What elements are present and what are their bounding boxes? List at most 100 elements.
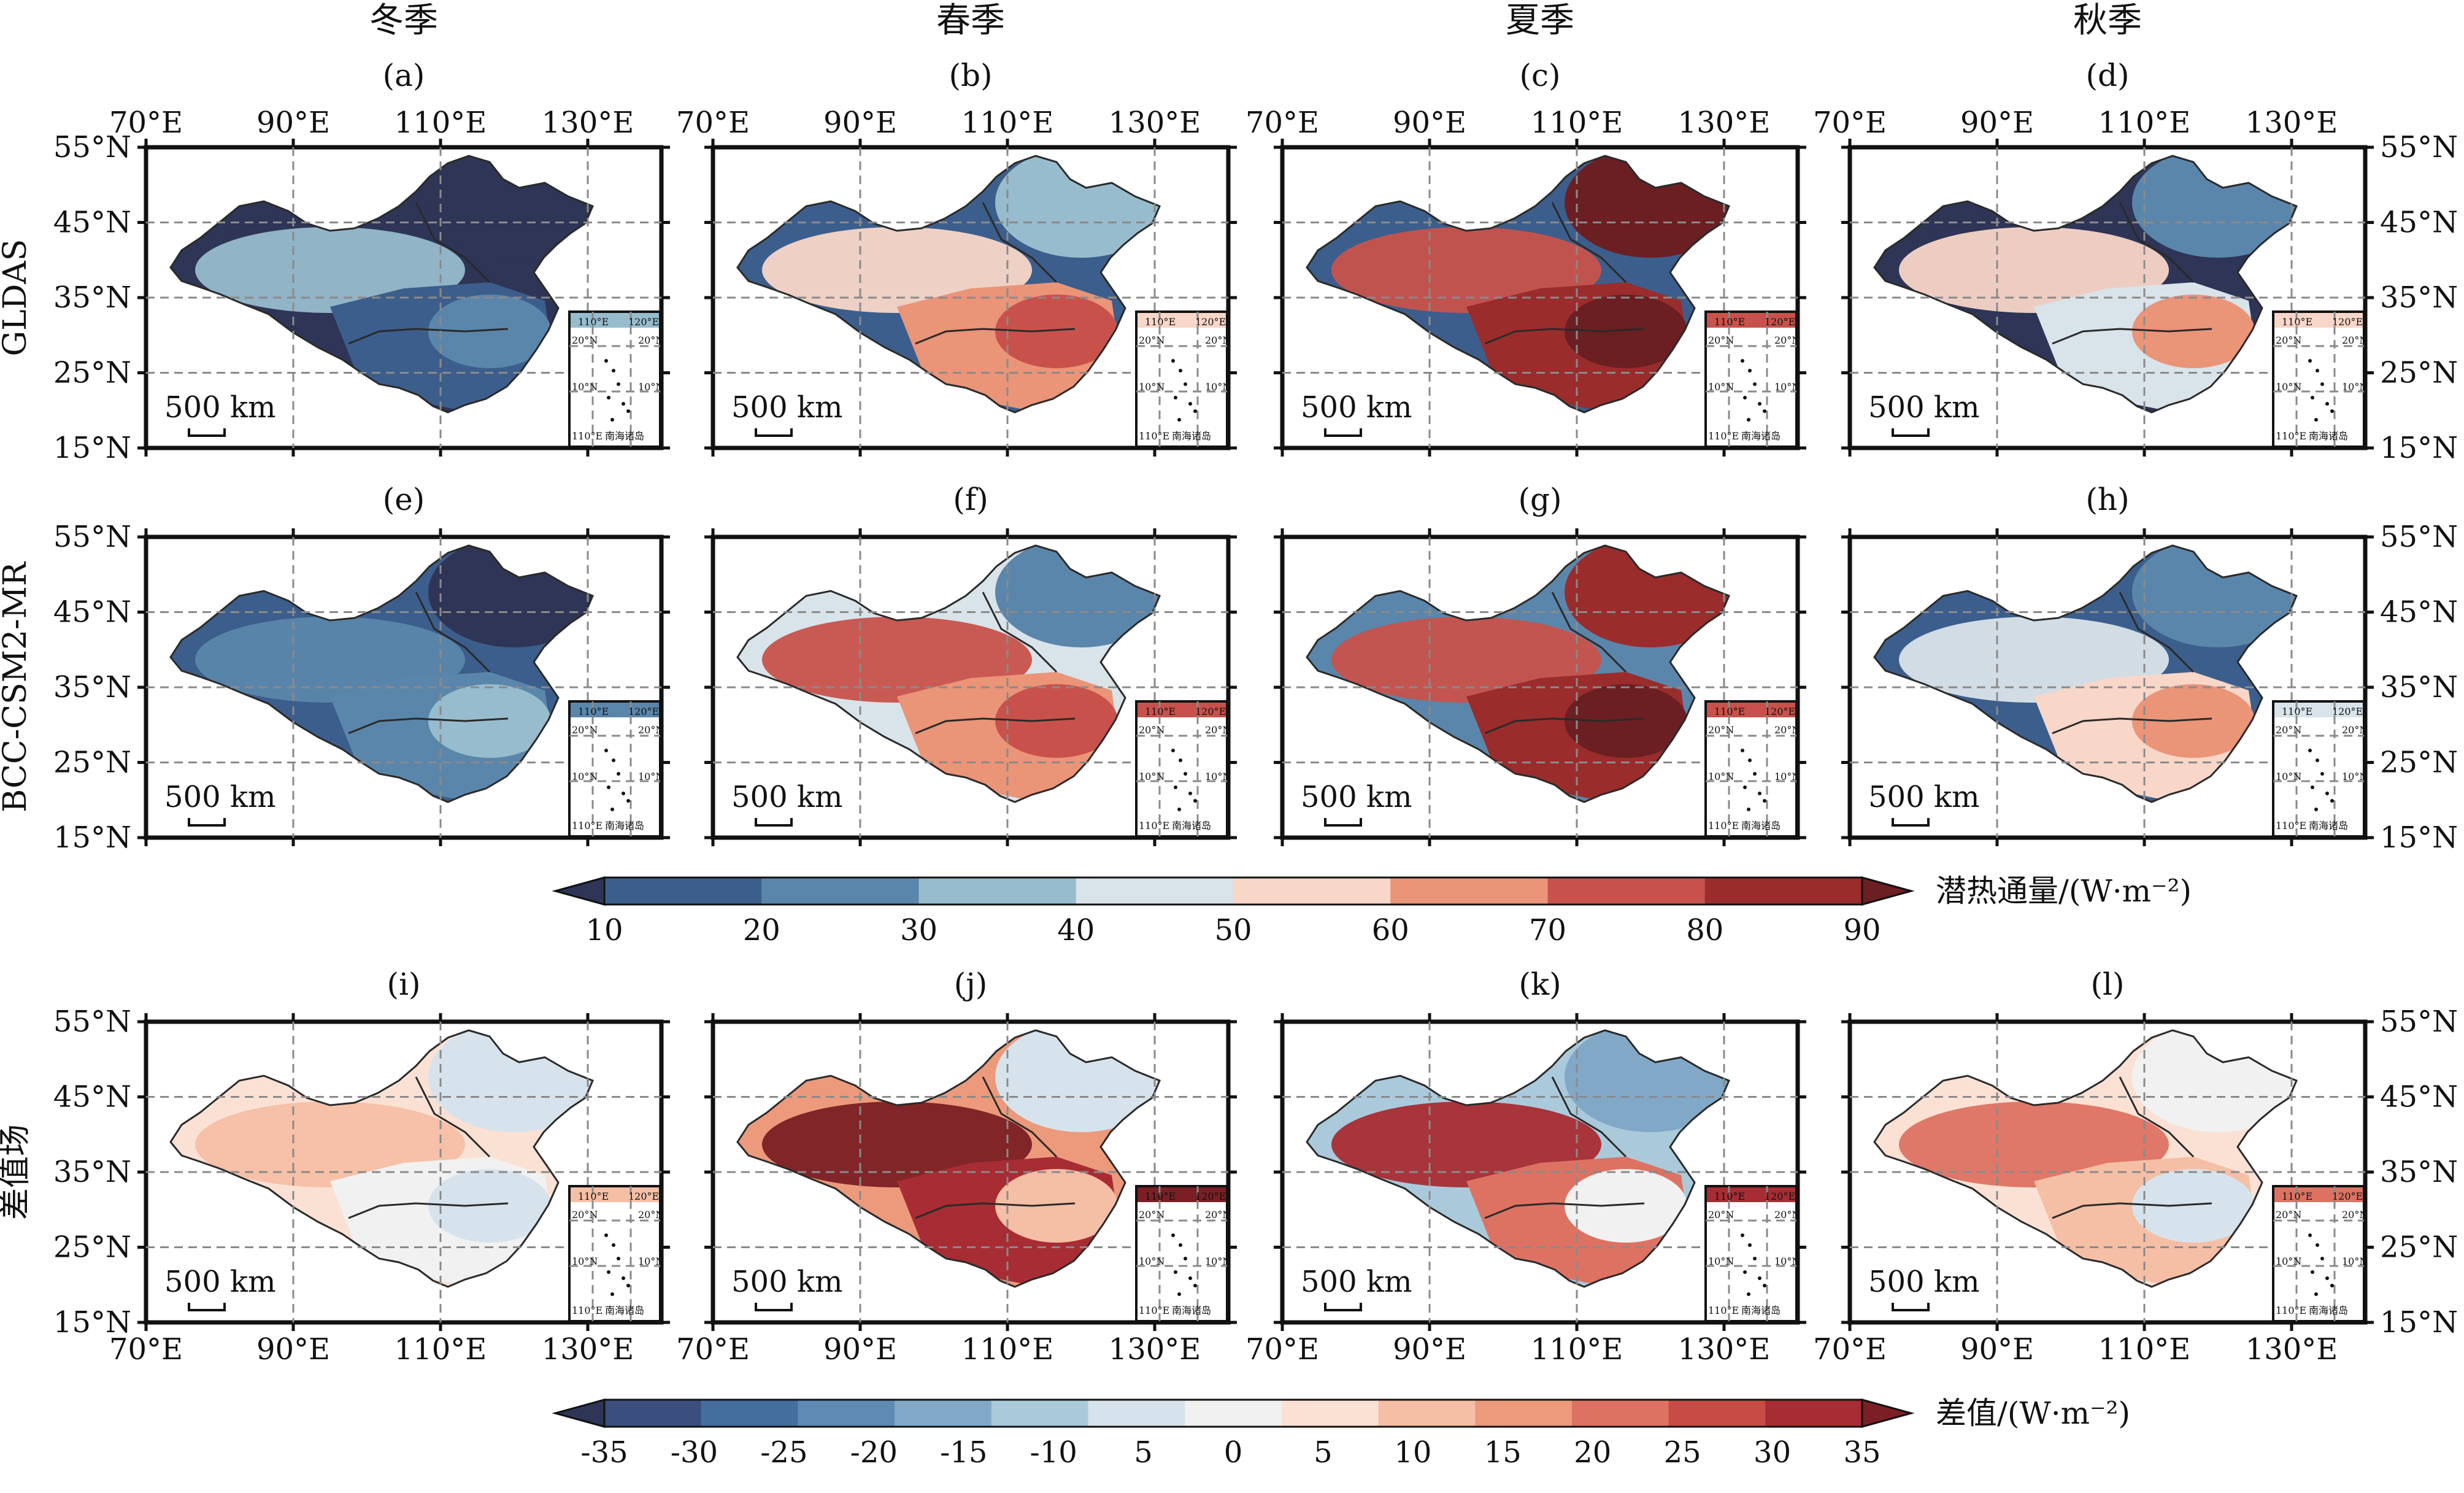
- panel-label: (k): [1519, 966, 1561, 1002]
- inset-lat-label: 10°N: [1205, 1256, 1231, 1267]
- field-southeast: [428, 1169, 551, 1243]
- scale-bar-label: 500 km: [731, 780, 842, 814]
- inset-caption: 南海诸岛: [605, 820, 644, 831]
- colorbar-outline: [603, 876, 1863, 906]
- island-dot: [607, 1270, 610, 1274]
- inset-coast-fill: [2274, 1187, 2363, 1202]
- inset-lat-label: 10°N: [1205, 771, 1231, 782]
- island-dot: [1763, 1284, 1766, 1287]
- inset-lat-label: 10°N: [1774, 771, 1800, 782]
- inset-lat-label: 20°N: [2276, 1209, 2301, 1221]
- colorbar-segment: [1547, 878, 1706, 905]
- lat-tick-label: 45°N: [53, 1080, 131, 1114]
- island-dot: [617, 1257, 620, 1260]
- inset-lon-label: 110°E: [578, 1190, 609, 1202]
- colorbar-segment: [1668, 1400, 1766, 1427]
- colorbar-tick-label: 25: [1664, 1435, 1701, 1470]
- inset-frame: [568, 311, 661, 448]
- panel-label: (j): [954, 966, 988, 1002]
- colorbar-segment: [761, 878, 919, 905]
- panel-label: (b): [949, 58, 992, 93]
- inset-frame: [1135, 700, 1228, 838]
- scale-bar: [755, 428, 793, 437]
- lon-tick-label: 110°E: [1531, 106, 1623, 140]
- lon-tick-label: 70°E: [1245, 106, 1319, 140]
- scale-bar: [755, 818, 793, 827]
- island-dot: [1171, 1233, 1175, 1237]
- lat-tick-label: 35°N: [2380, 670, 2458, 704]
- island-dot: [1188, 1276, 1192, 1280]
- river-line: [348, 717, 509, 735]
- lat-tick-label: 15°N: [53, 431, 131, 465]
- inset-lat-label: 20°N: [2342, 1209, 2368, 1221]
- colorbar-segment: [1088, 1400, 1185, 1427]
- island-dot: [1743, 785, 1747, 789]
- inset-lat-label: 10°N: [2276, 381, 2301, 393]
- lon-tick-label: 110°E: [395, 1332, 487, 1367]
- inset-lon-label: 120°E: [1195, 1190, 1226, 1202]
- colorbar-label: 潜热通量/(W·m⁻²): [1936, 873, 2192, 909]
- inset-lon-label: 110°E: [2282, 706, 2312, 717]
- inset-lat-label: 10°N: [1708, 381, 1734, 393]
- island-dot: [2325, 402, 2329, 406]
- island-dot: [1747, 1292, 1750, 1296]
- lat-tick-label: 15°N: [53, 820, 131, 855]
- field-southeast: [428, 684, 551, 758]
- island-dot: [607, 785, 610, 789]
- scale-bar: [755, 1303, 793, 1311]
- lat-tick-label: 45°N: [2380, 595, 2458, 630]
- inset-lat-label: 10°N: [1205, 381, 1231, 393]
- colorbar-tick-label: 0: [1224, 1435, 1243, 1470]
- island-dot: [1753, 772, 1757, 776]
- china-border: [1306, 155, 1730, 414]
- lat-tick-label: 35°N: [53, 1155, 131, 1189]
- inset-caption: 南海诸岛: [2309, 1305, 2348, 1316]
- island-dot: [617, 772, 620, 776]
- island-dot: [610, 1292, 614, 1296]
- colorbar-segment: [1378, 1400, 1476, 1427]
- inset-coast-fill: [571, 313, 659, 328]
- colorbar-segment: [604, 878, 762, 905]
- china-border: [1873, 544, 2298, 803]
- lon-tick-label: 110°E: [395, 106, 487, 140]
- inset-lat-label: 20°N: [1774, 724, 1800, 736]
- inset-lon-label: 120°E: [628, 1190, 659, 1202]
- lon-tick-label: 110°E: [1531, 1332, 1623, 1367]
- lat-tick-label: 25°N: [53, 1230, 131, 1265]
- inset-coast-fill: [2274, 703, 2363, 717]
- island-dot: [1758, 792, 1761, 795]
- river-line: [915, 1202, 1076, 1219]
- island-dot: [2316, 1243, 2319, 1247]
- colorbar-latent-heat: 10 20 30 40 50 60 70 80 90 潜热通量/(W·m⁻²): [552, 873, 2192, 947]
- island-dot: [2320, 382, 2324, 386]
- scale-bar: [1892, 428, 1930, 437]
- lon-tick-label: 70°E: [109, 1332, 183, 1367]
- island-dot: [1179, 369, 1182, 372]
- island-dot: [1184, 772, 1187, 776]
- colorbar-tick-label: 20: [1574, 1435, 1611, 1470]
- inset-lon-label: 120°E: [628, 706, 659, 717]
- island-dot: [2320, 772, 2324, 776]
- inset-lat-label: 10°N: [1139, 771, 1165, 782]
- province-line: [415, 202, 491, 284]
- china-border: [169, 1029, 594, 1288]
- panel-label: (i): [387, 966, 420, 1002]
- inset-lon-label: 110°E: [578, 316, 609, 328]
- colorbar-tick-label: -15: [940, 1435, 987, 1470]
- lat-tick-label: 15°N: [2380, 820, 2458, 855]
- inset-lon-label: 120°E: [628, 316, 659, 328]
- island-dot: [2330, 1284, 2334, 1287]
- colorbar-tick-label: 30: [1754, 1435, 1791, 1470]
- lon-tick-label: 130°E: [542, 106, 634, 140]
- scale-bar-label: 500 km: [731, 390, 842, 425]
- field-southeast: [995, 1169, 1118, 1243]
- inset-lon-label: 110°E: [2276, 1305, 2306, 1316]
- island-dot: [1179, 758, 1182, 762]
- inset-lat-label: 10°N: [2276, 1256, 2301, 1267]
